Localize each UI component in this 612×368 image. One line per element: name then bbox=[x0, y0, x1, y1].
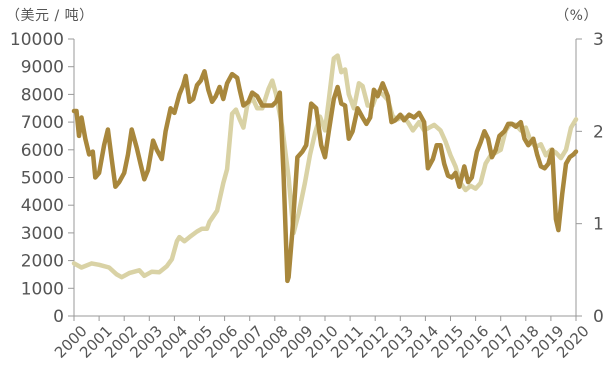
right-tick-label: 2 bbox=[593, 122, 604, 142]
left-tick-label: 1000 bbox=[21, 279, 64, 299]
right-tick-label: 0 bbox=[593, 307, 604, 327]
right-axis-unit: （%） bbox=[555, 8, 598, 24]
left-tick-label: 9000 bbox=[21, 58, 64, 78]
axes bbox=[68, 38, 582, 321]
left-tick-label: 6000 bbox=[21, 141, 64, 161]
right-axis-series-line bbox=[71, 69, 579, 284]
right-tick-label: 1 bbox=[593, 215, 604, 235]
left-tick-label: 10000 bbox=[10, 30, 64, 50]
left-tick-label: 3000 bbox=[21, 224, 64, 244]
left-axis-unit: （美元 / 吨） bbox=[6, 8, 94, 24]
left-tick-label: 5000 bbox=[21, 169, 64, 189]
left-tick-label: 0 bbox=[53, 307, 64, 327]
tick-labels: 0 1000 2000 3000 4000 5000 6000 7000 8000 9000 100… bbox=[10, 30, 604, 362]
left-tick-label: 8000 bbox=[21, 85, 64, 105]
left-tick-label: 7000 bbox=[21, 113, 64, 133]
right-tick-label: 3 bbox=[593, 30, 604, 50]
left-tick-label: 2000 bbox=[21, 252, 64, 272]
left-tick-label: 4000 bbox=[21, 196, 64, 216]
series-layer bbox=[71, 53, 579, 284]
